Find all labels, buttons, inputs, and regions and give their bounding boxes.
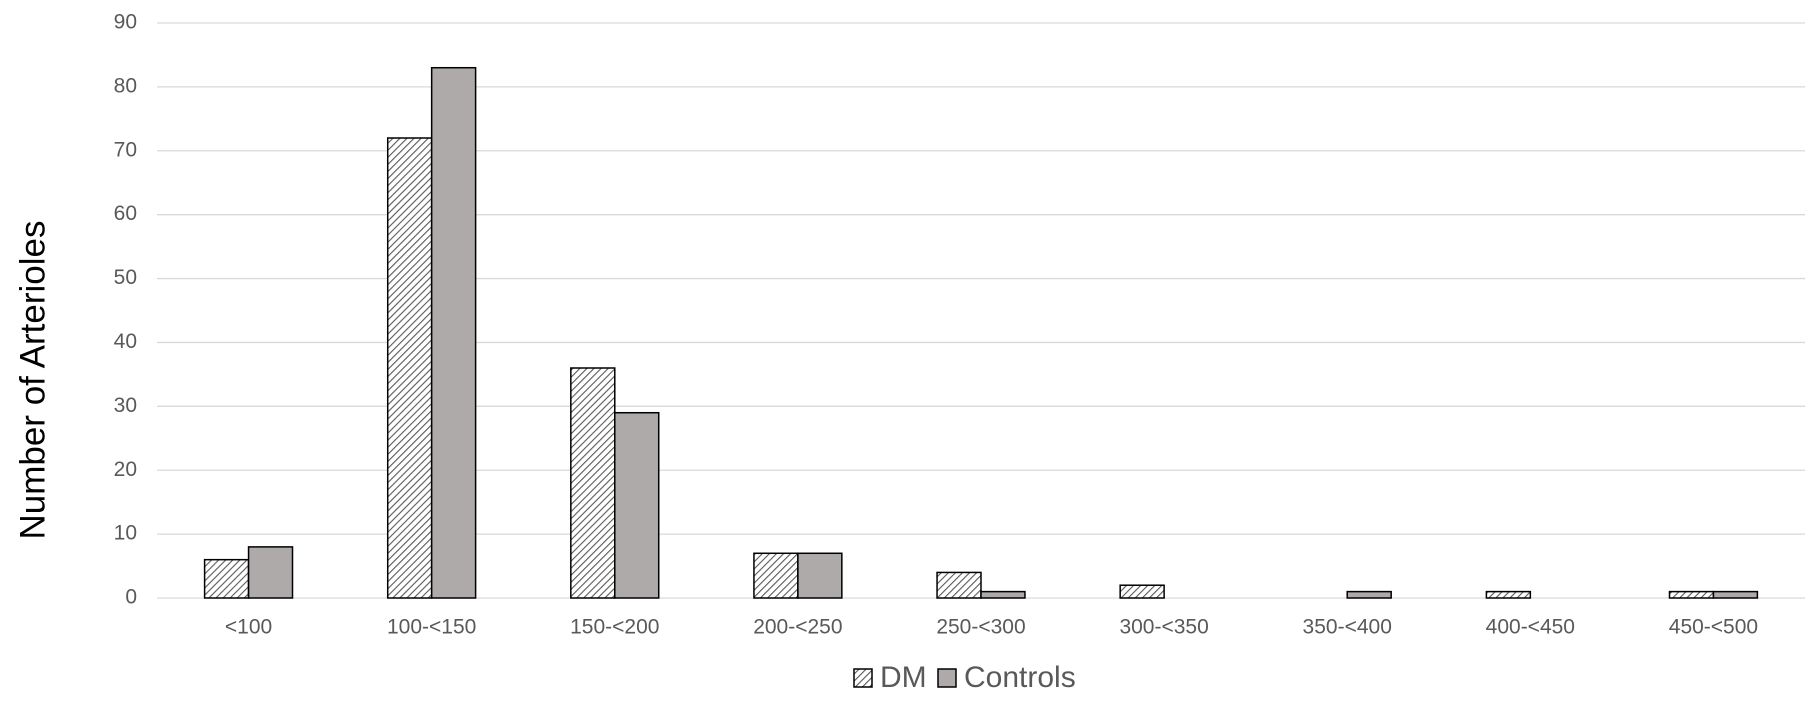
- x-tick-label: 200-<250: [753, 616, 842, 639]
- y-tick-label: 30: [114, 394, 137, 417]
- x-tick-label: 150-<200: [570, 616, 659, 639]
- bar: [936, 571, 982, 599]
- bar: [797, 552, 843, 599]
- y-tick-label: 40: [114, 330, 137, 353]
- x-tick-label: <100: [225, 616, 272, 639]
- x-tick-label: 300-<350: [1119, 616, 1208, 639]
- y-tick-label: 80: [114, 74, 137, 97]
- y-axis-label: Number of Arterioles: [13, 220, 52, 539]
- y-tick-label: 20: [114, 458, 137, 481]
- bar: [1485, 590, 1532, 599]
- bar: [753, 552, 799, 599]
- y-tick-label: 70: [114, 138, 137, 161]
- bar: [980, 590, 1026, 599]
- bar: [570, 367, 616, 599]
- bar: [203, 558, 250, 599]
- bar: [614, 411, 660, 599]
- bar: [247, 546, 294, 599]
- bar: [386, 137, 433, 599]
- legend-label: DM: [880, 661, 927, 694]
- y-tick-label: 0: [125, 586, 137, 609]
- bar: [1346, 590, 1392, 599]
- x-tick-label: 100-<150: [387, 616, 476, 639]
- x-tick-label: 350-<400: [1303, 616, 1392, 639]
- legend-swatch: [853, 668, 873, 688]
- legend-swatch: [937, 668, 957, 688]
- y-tick-label: 60: [114, 202, 137, 225]
- x-tick-label: 400-<450: [1486, 616, 1575, 639]
- bar: [1712, 590, 1759, 599]
- bar: [1668, 590, 1715, 599]
- x-tick-label: 450-<500: [1669, 616, 1758, 639]
- bar: [1119, 584, 1165, 599]
- y-tick-label: 10: [114, 522, 137, 545]
- x-tick-label: 250-<300: [936, 616, 1025, 639]
- bar: [430, 66, 477, 599]
- y-tick-label: 50: [114, 266, 137, 289]
- legend-label: Controls: [964, 661, 1076, 694]
- y-tick-label: 90: [114, 11, 137, 34]
